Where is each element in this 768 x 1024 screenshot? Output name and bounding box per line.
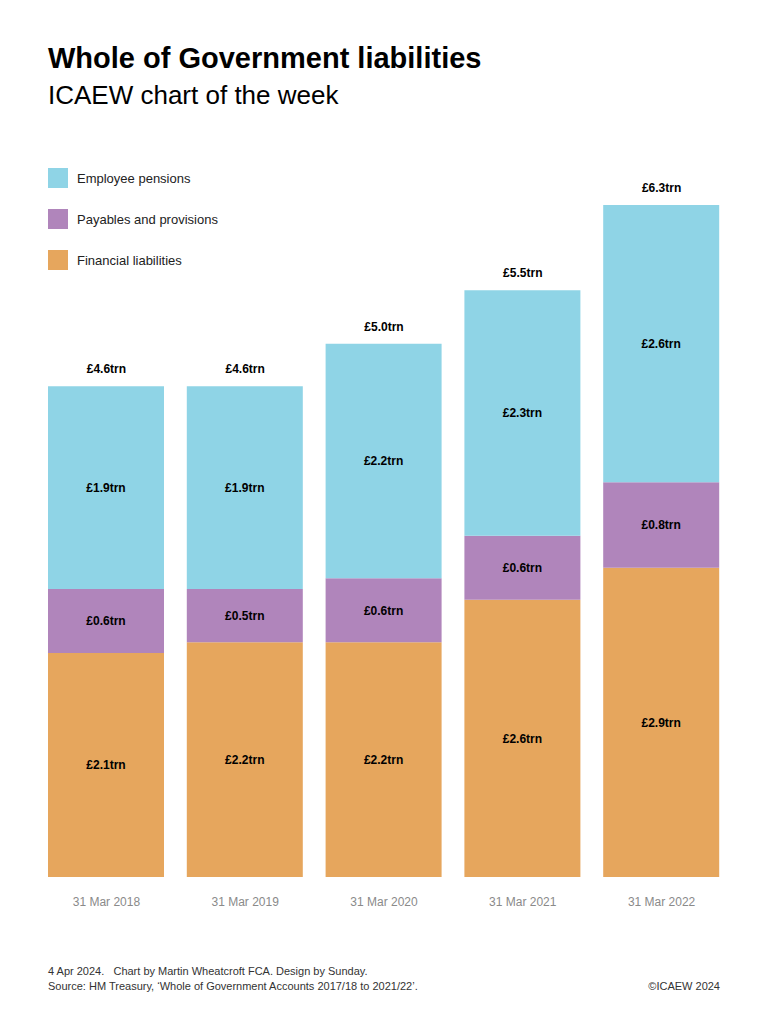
svg-text:£2.2trn: £2.2trn <box>364 753 403 767</box>
svg-text:£6.3trn: £6.3trn <box>642 181 681 195</box>
html-text:Employee pensions: Employee pensions <box>77 170 191 186</box>
html-text:4 Apr 2024. Chart by Martin Wh: 4 Apr 2024. Chart by Martin Wheatcroft F… <box>48 965 368 977</box>
svg-text:£2.2trn: £2.2trn <box>225 753 264 767</box>
svg-text:£0.8trn: £0.8trn <box>642 518 681 532</box>
svg-text:£2.3trn: £2.3trn <box>503 406 542 420</box>
svg-text:31 Mar 2019: 31 Mar 2019 <box>212 895 280 909</box>
svg-text:31 Mar 2018: 31 Mar 2018 <box>73 895 141 909</box>
svg-text:£2.1trn: £2.1trn <box>86 758 125 772</box>
svg-text:£2.6trn: £2.6trn <box>503 732 542 746</box>
html-text:Whole of Government liabilitie: Whole of Government liabilities <box>48 42 482 74</box>
svg-text:£0.6trn: £0.6trn <box>86 614 125 628</box>
svg-text:£2.6trn: £2.6trn <box>642 337 681 351</box>
svg-text:£0.6trn: £0.6trn <box>364 604 403 618</box>
svg-text:£1.9trn: £1.9trn <box>225 481 264 495</box>
svg-text:31 Mar 2021: 31 Mar 2021 <box>489 895 557 909</box>
svg-text:£4.6trn: £4.6trn <box>226 362 265 376</box>
svg-text:£5.5trn: £5.5trn <box>503 266 542 280</box>
svg-text:£2.2trn: £2.2trn <box>364 454 403 468</box>
html-text:©ICAEW 2024: ©ICAEW 2024 <box>648 980 720 992</box>
html-text:Financial liabilities: Financial liabilities <box>77 252 182 268</box>
svg-text:£0.5trn: £0.5trn <box>225 609 264 623</box>
html-text:Source: HM Treasury, ‘Whole of: Source: HM Treasury, ‘Whole of Governmen… <box>48 980 418 992</box>
svg-text:£2.9trn: £2.9trn <box>642 716 681 730</box>
svg-text:£0.6trn: £0.6trn <box>503 561 542 575</box>
svg-text:£5.0trn: £5.0trn <box>364 320 403 334</box>
svg-text:£4.6trn: £4.6trn <box>87 362 126 376</box>
svg-text:31 Mar 2022: 31 Mar 2022 <box>628 895 696 909</box>
html-text:Payables and provisions: Payables and provisions <box>77 211 218 227</box>
svg-text:£1.9trn: £1.9trn <box>86 481 125 495</box>
html-text:ICAEW chart of the week: ICAEW chart of the week <box>48 80 339 110</box>
svg-text:31 Mar 2020: 31 Mar 2020 <box>350 895 418 909</box>
